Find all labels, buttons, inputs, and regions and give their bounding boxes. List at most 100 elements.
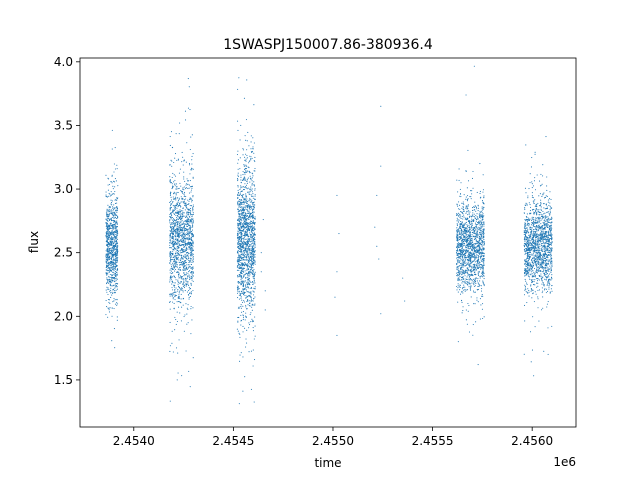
data-point xyxy=(185,207,188,209)
data-point xyxy=(249,227,251,229)
data-point xyxy=(110,285,112,287)
data-point xyxy=(240,274,242,276)
data-point xyxy=(111,235,113,237)
data-point xyxy=(112,262,114,264)
data-point xyxy=(461,231,463,233)
data-point xyxy=(172,351,174,353)
data-point xyxy=(240,198,242,201)
data-point xyxy=(251,267,253,269)
data-point xyxy=(254,256,256,258)
data-point xyxy=(172,268,174,270)
data-point xyxy=(467,274,469,276)
data-point xyxy=(247,279,249,281)
data-point xyxy=(180,190,182,193)
data-point xyxy=(178,231,181,233)
data-point xyxy=(190,264,192,266)
data-point xyxy=(254,216,256,218)
data-point xyxy=(237,213,240,215)
data-point xyxy=(114,202,117,204)
data-point xyxy=(243,216,246,218)
data-point xyxy=(176,320,178,323)
data-point xyxy=(110,218,112,220)
data-point xyxy=(472,254,474,256)
data-point xyxy=(251,248,253,250)
data-point xyxy=(112,227,114,229)
data-point xyxy=(247,239,249,241)
data-point xyxy=(476,228,478,230)
data-point xyxy=(241,299,243,301)
data-point xyxy=(106,273,108,275)
data-point xyxy=(110,194,112,196)
data-point xyxy=(114,190,116,193)
data-point xyxy=(116,210,118,212)
data-point xyxy=(242,211,244,214)
data-point xyxy=(474,217,476,219)
data-point xyxy=(174,290,176,292)
data-point xyxy=(254,189,256,191)
data-point xyxy=(182,227,184,229)
data-point xyxy=(466,210,468,212)
data-point xyxy=(251,177,253,179)
data-point xyxy=(180,201,182,203)
data-point xyxy=(169,220,171,222)
data-point xyxy=(108,299,111,301)
data-point xyxy=(482,282,484,284)
data-point xyxy=(478,285,480,287)
data-point xyxy=(245,119,248,121)
data-point xyxy=(106,265,108,267)
data-point xyxy=(173,260,175,262)
data-point xyxy=(474,205,476,207)
data-point xyxy=(179,232,181,235)
data-point xyxy=(482,241,484,243)
data-point xyxy=(250,297,252,299)
data-point xyxy=(251,231,253,233)
data-point xyxy=(481,222,483,224)
data-point xyxy=(252,327,254,329)
data-point xyxy=(188,198,191,200)
data-point xyxy=(253,104,255,106)
data-point xyxy=(182,249,184,251)
data-point xyxy=(108,208,110,211)
data-point xyxy=(105,289,107,291)
data-point xyxy=(169,176,171,178)
data-point xyxy=(254,286,256,288)
data-point xyxy=(241,248,243,250)
data-point xyxy=(239,293,241,295)
data-point xyxy=(184,110,186,112)
data-point xyxy=(180,263,182,266)
data-point xyxy=(185,244,187,246)
data-point xyxy=(246,140,248,142)
data-point xyxy=(189,261,191,263)
data-point xyxy=(183,189,185,191)
data-point xyxy=(250,217,252,219)
data-point xyxy=(183,316,185,318)
data-point xyxy=(186,211,188,213)
data-point xyxy=(185,254,187,256)
data-point xyxy=(173,256,175,258)
data-point xyxy=(186,222,188,224)
data-point xyxy=(469,232,471,234)
data-point xyxy=(475,269,477,271)
data-point xyxy=(181,151,183,153)
data-point xyxy=(251,232,253,234)
data-point xyxy=(477,210,479,212)
data-point xyxy=(175,214,177,216)
data-point xyxy=(253,248,255,251)
data-point xyxy=(173,231,175,233)
data-point xyxy=(239,250,241,252)
data-point xyxy=(114,168,116,170)
data-point xyxy=(254,198,256,200)
data-point xyxy=(464,282,466,284)
data-point xyxy=(471,274,473,277)
data-point xyxy=(189,180,191,182)
data-point xyxy=(112,207,114,209)
data-point xyxy=(191,234,193,236)
data-point xyxy=(171,276,174,278)
data-point xyxy=(109,266,111,268)
data-point xyxy=(191,252,193,254)
data-point xyxy=(177,290,179,292)
data-point xyxy=(476,265,478,267)
data-point xyxy=(176,202,178,204)
data-point xyxy=(182,198,184,200)
data-point xyxy=(172,301,174,303)
